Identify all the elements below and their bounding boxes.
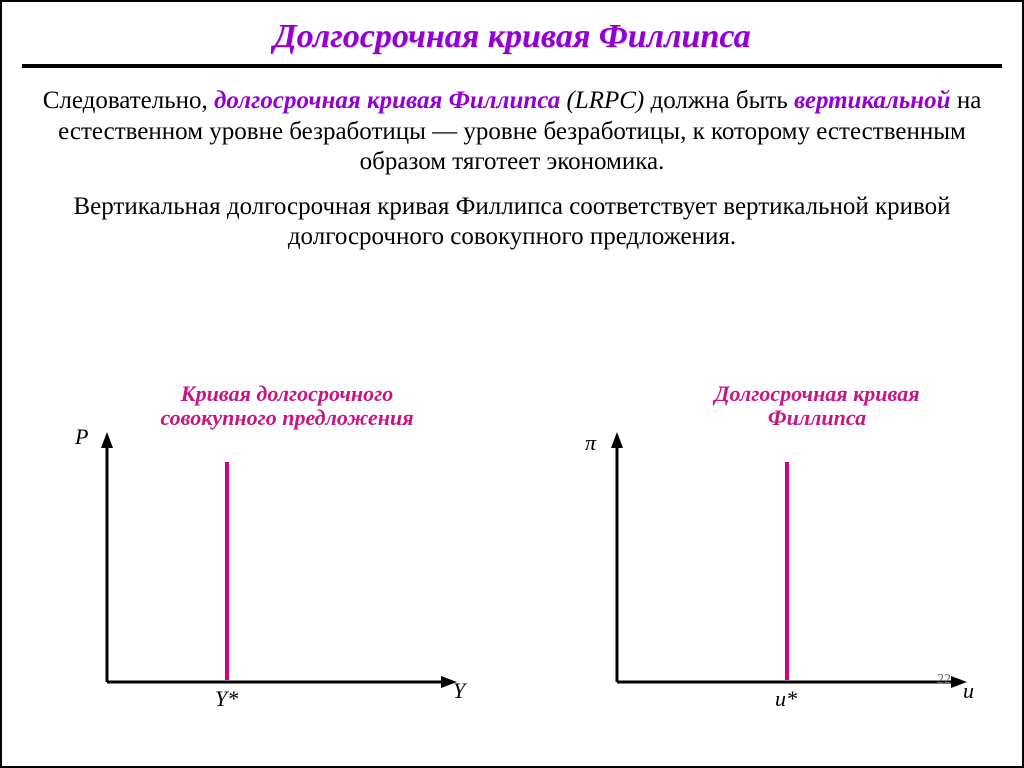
- paragraph-1: Следовательно, долгосрочная кривая Филли…: [42, 86, 982, 178]
- chart-right-ylabel: π: [585, 430, 596, 456]
- chart-right: Долгосрочная кривая Филлипса π u u* 22: [557, 382, 977, 722]
- chart-left-title-l1: Кривая долгосрочного: [181, 381, 394, 406]
- chart-left-xtick: Y*: [215, 686, 238, 712]
- chart-right-xtick: u*: [775, 686, 797, 712]
- chart-right-title-l1: Долгосрочная кривая: [714, 381, 919, 406]
- chart-right-svg: [557, 382, 977, 722]
- title-rule: [22, 64, 1002, 68]
- p1-em1: долгосрочная кривая Филлипса: [214, 87, 560, 114]
- p1-em2: вертикальной: [794, 87, 951, 114]
- slide-title: Долгосрочная кривая Филлипса: [2, 18, 1022, 56]
- charts-row: Кривая долгосрочного совокупного предлож…: [2, 382, 1022, 742]
- chart-right-title: Долгосрочная кривая Филлипса: [687, 382, 947, 430]
- chart-right-xlabel: u: [963, 678, 974, 704]
- p1-lrpc: (LRPC): [560, 87, 650, 114]
- chart-left-svg: [47, 382, 467, 722]
- chart-left-ylabel: P: [75, 424, 88, 450]
- chart-right-title-l2: Филлипса: [768, 405, 866, 430]
- paragraph-2: Вертикальная долгосрочная кривая Филлипс…: [42, 192, 982, 253]
- chart-left: Кривая долгосрочного совокупного предлож…: [47, 382, 467, 722]
- chart-left-title-l2: совокупного предложения: [160, 405, 413, 430]
- chart-left-title: Кривая долгосрочного совокупного предлож…: [137, 382, 437, 430]
- p1-pre: Следовательно,: [43, 87, 214, 114]
- page-number: 22: [937, 672, 951, 688]
- chart-left-xlabel: Y: [453, 678, 465, 704]
- p1-mid1: должна быть: [651, 87, 794, 114]
